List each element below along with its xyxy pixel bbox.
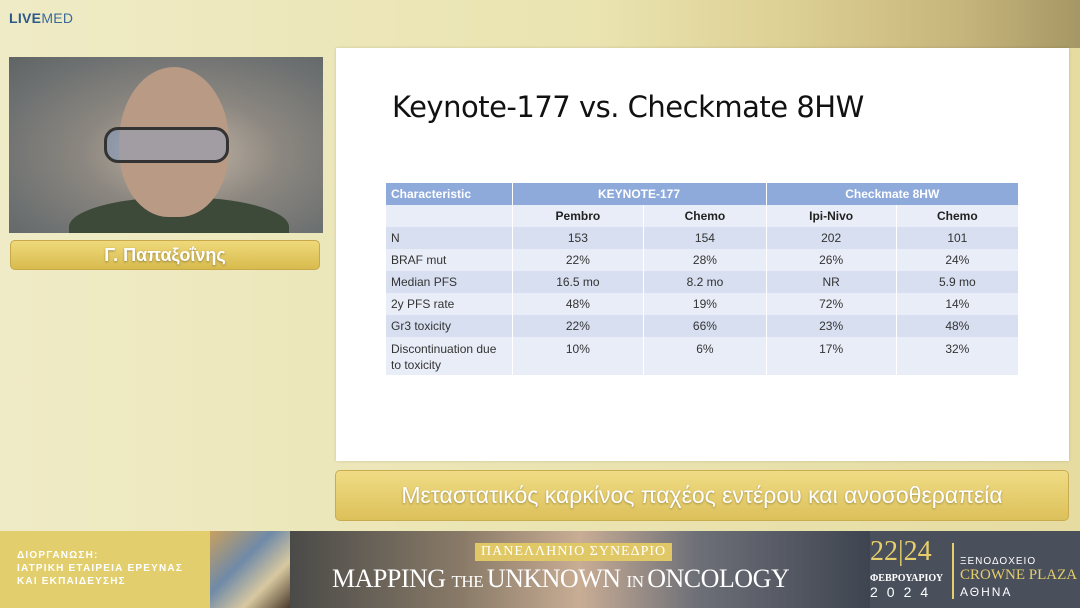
painting-image bbox=[210, 531, 290, 608]
table-header-row: Characteristic KEYNOTE-177 Checkmate 8HW bbox=[386, 183, 1020, 205]
speaker-head bbox=[119, 67, 229, 217]
organizer-line: ΚΑΙ ΕΚΠΑΙΔΕΥΣΗΣ bbox=[17, 576, 126, 587]
table-cell: 8.2 mo bbox=[643, 271, 767, 293]
organizer-line: ΔΙΟΡΓΑΝΩΣΗ: bbox=[17, 550, 99, 561]
presentation-slide: Keynote-177 vs. Checkmate 8HW Characteri… bbox=[336, 48, 1069, 461]
background-decoration bbox=[600, 0, 1080, 48]
city-name: ΑΘΗΝΑ bbox=[960, 585, 1013, 599]
header-cell: Characteristic bbox=[386, 183, 513, 205]
table-row: N 153 154 202 101 bbox=[386, 227, 1020, 249]
table-cell: 2y PFS rate bbox=[386, 293, 513, 315]
congress-label: ΠΑΝΕΛΛΗΝΙΟ ΣΥΝΕΔΡΙΟ bbox=[475, 543, 673, 561]
table-cell: 23% bbox=[766, 315, 897, 337]
table-row: Gr3 toxicity 22% 66% 23% 48% bbox=[386, 315, 1020, 337]
table-cell: 24% bbox=[896, 249, 1020, 271]
comparison-table: Characteristic KEYNOTE-177 Checkmate 8HW… bbox=[386, 183, 1020, 375]
table-cell: Discontinuation due to toxicity bbox=[386, 337, 513, 375]
conference-banner: ΔΙΟΡΓΑΝΩΣΗ: ΙΑΤΡΙΚΗ ΕΤΑΙΡΕΙΑ ΕΡΕΥΝΑΣ ΚΑΙ… bbox=[0, 531, 1080, 608]
table-cell: 17% bbox=[766, 337, 897, 375]
hotel-name: CROWNE PLAZA bbox=[960, 567, 1078, 583]
table-cell: Gr3 toxicity bbox=[386, 315, 513, 337]
subheader-cell bbox=[386, 205, 513, 227]
congress-title: MAPPING THE UNKNOWN IN ONCOLOGY bbox=[332, 564, 790, 593]
subheader-cell: Chemo bbox=[896, 205, 1020, 227]
header-cell: Checkmate 8HW bbox=[766, 183, 1020, 205]
subheader-cell: Ipi-Nivo bbox=[766, 205, 897, 227]
table-cell: 19% bbox=[643, 293, 767, 315]
table-cell: 101 bbox=[896, 227, 1020, 249]
speaker-glasses bbox=[104, 127, 229, 163]
congress-dates: 22|24 bbox=[870, 536, 932, 567]
table-cell: 5.9 mo bbox=[896, 271, 1020, 293]
table-cell: 153 bbox=[512, 227, 645, 249]
banner-right-panel bbox=[870, 531, 1080, 608]
table-cell: 202 bbox=[766, 227, 897, 249]
table-cell: 22% bbox=[512, 315, 645, 337]
table-cell: 10% bbox=[512, 337, 645, 375]
table-cell: 26% bbox=[766, 249, 897, 271]
organizer-text: ΔΙΟΡΓΑΝΩΣΗ: ΙΑΤΡΙΚΗ ΕΤΑΙΡΕΙΑ ΕΡΕΥΝΑΣ ΚΑΙ… bbox=[0, 531, 210, 608]
table-cell: 72% bbox=[766, 293, 897, 315]
table-cell: 48% bbox=[512, 293, 645, 315]
organizer-line: ΙΑΤΡΙΚΗ ΕΤΑΙΡΕΙΑ ΕΡΕΥΝΑΣ bbox=[17, 563, 184, 574]
session-caption: Μεταστατικός καρκίνος παχέος εντέρου και… bbox=[335, 470, 1069, 521]
table-row: Discontinuation due to toxicity 10% 6% 17% 3… bbox=[386, 337, 1020, 375]
table-row: 2y PFS rate 48% 19% 72% 14% bbox=[386, 293, 1020, 315]
table-cell: 154 bbox=[643, 227, 767, 249]
congress-month: ΦΕΒΡΟΥΑΡΙΟΥ bbox=[870, 573, 944, 584]
table-subheader-row: Pembro Chemo Ipi-Nivo Chemo bbox=[386, 205, 1020, 227]
table-cell: 16.5 mo bbox=[512, 271, 645, 293]
subheader-cell: Chemo bbox=[643, 205, 767, 227]
table-cell: NR bbox=[766, 271, 897, 293]
table-cell: 48% bbox=[896, 315, 1020, 337]
table-row: Median PFS 16.5 mo 8.2 mo NR 5.9 mo bbox=[386, 271, 1020, 293]
table-cell: BRAF mut bbox=[386, 249, 513, 271]
livemed-logo: LIVEMED bbox=[9, 10, 74, 26]
divider bbox=[952, 543, 954, 599]
table-cell: Median PFS bbox=[386, 271, 513, 293]
subheader-cell: Pembro bbox=[512, 205, 645, 227]
speaker-video bbox=[9, 57, 323, 233]
table-cell: N bbox=[386, 227, 513, 249]
table-cell: 6% bbox=[643, 337, 767, 375]
header-cell: KEYNOTE-177 bbox=[512, 183, 767, 205]
table-cell: 14% bbox=[896, 293, 1020, 315]
hotel-label: ΞΕΝΟΔΟΧΕΙΟ bbox=[960, 556, 1037, 567]
table-cell: 32% bbox=[896, 337, 1020, 375]
congress-year: 2024 bbox=[870, 584, 938, 600]
table-cell: 22% bbox=[512, 249, 645, 271]
speaker-name: Γ. Παπαξοΐνης bbox=[10, 240, 320, 270]
table-cell: 28% bbox=[643, 249, 767, 271]
slide-title: Keynote-177 vs. Checkmate 8HW bbox=[392, 90, 864, 124]
table-cell: 66% bbox=[643, 315, 767, 337]
table-row: BRAF mut 22% 28% 26% 24% bbox=[386, 249, 1020, 271]
